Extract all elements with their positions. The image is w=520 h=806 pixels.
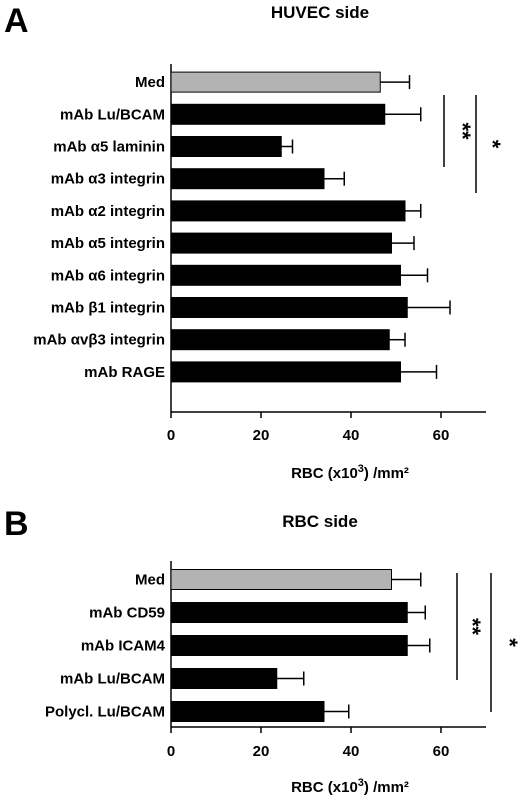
- x-axis-label-b-sup: 3: [358, 777, 364, 789]
- x-axis-label-a: RBC (x103) /mm²: [291, 463, 409, 482]
- x-tick-label: 0: [167, 743, 175, 760]
- x-tick-label: 0: [167, 427, 175, 444]
- x-axis-label-b: RBC (x103) /mm²: [291, 777, 409, 796]
- panel-a: A HUVEC side 0 20 40 60 Med mAb Lu/BCAM mAb α5…: [4, 2, 505, 482]
- x-axis-label-a-suffix: ) /mm²: [364, 465, 409, 482]
- bar: [170, 635, 408, 656]
- bar: [170, 136, 282, 157]
- category-label: mAb RAGE: [84, 364, 165, 381]
- category-label: mAb α5 laminin: [53, 139, 165, 156]
- bar: [170, 200, 406, 222]
- x-tick-label: 40: [343, 427, 360, 444]
- plot-b: 0 20 40 60 Med mAb CD59 mAb ICAM4 mAb Lu/BCAM Po…: [45, 561, 520, 760]
- x-axis-label-a-sup: 3: [358, 463, 364, 475]
- bar: [170, 602, 408, 623]
- plot-a: 0 20 40 60 Med mAb Lu/BCAM mAb α5 laminin mAb α…: [33, 64, 505, 444]
- x-tick-label: 20: [253, 427, 270, 444]
- x-tick-label: 40: [343, 743, 360, 760]
- category-label: mAb α5 integrin: [51, 235, 165, 252]
- bar: [170, 569, 392, 590]
- category-label: mAb Lu/BCAM: [60, 671, 165, 688]
- category-label: mAb α2 integrin: [51, 203, 165, 220]
- category-label: mAb Lu/BCAM: [60, 106, 165, 123]
- bar: [170, 71, 381, 93]
- category-label: mAb ICAM4: [81, 638, 166, 655]
- bar: [170, 361, 401, 383]
- chart-title-b: RBC side: [282, 512, 358, 531]
- x-tick-label: 60: [433, 427, 450, 444]
- bar: [170, 232, 392, 254]
- significance-label: **: [450, 122, 475, 140]
- category-label: mAb β1 integrin: [51, 300, 165, 317]
- significance-label: *: [480, 140, 505, 149]
- chart-title-a: HUVEC side: [271, 3, 369, 22]
- x-axis-label-a-prefix: RBC (x10: [291, 465, 358, 482]
- x-tick-label: 60: [433, 743, 450, 760]
- bar: [170, 668, 278, 689]
- category-label: mAb CD59: [89, 605, 165, 622]
- category-label: mAb αvβ3 integrin: [33, 332, 165, 349]
- bar: [170, 264, 401, 286]
- category-label: Polycl. Lu/BCAM: [45, 704, 165, 721]
- panel-b: B RBC side 0 20 40 60 Med mAb CD59 mAb ICAM4 mA…: [4, 505, 520, 796]
- x-axis-label-b-prefix: RBC (x10: [291, 779, 358, 796]
- panel-letter-b: B: [4, 505, 29, 543]
- bar: [170, 329, 390, 351]
- x-tick-label: 20: [253, 743, 270, 760]
- category-label: mAb α3 integrin: [51, 171, 165, 188]
- bar: [170, 701, 325, 722]
- x-axis-label-b-suffix: ) /mm²: [364, 779, 409, 796]
- bar: [170, 297, 408, 318]
- significance-label: **: [460, 618, 485, 636]
- panel-letter-a: A: [4, 2, 29, 40]
- category-label: Med: [135, 572, 165, 589]
- bar: [170, 103, 386, 125]
- category-label: Med: [135, 74, 165, 91]
- bar: [170, 168, 325, 190]
- significance-label: *: [497, 638, 520, 647]
- category-label: mAb α6 integrin: [51, 267, 165, 284]
